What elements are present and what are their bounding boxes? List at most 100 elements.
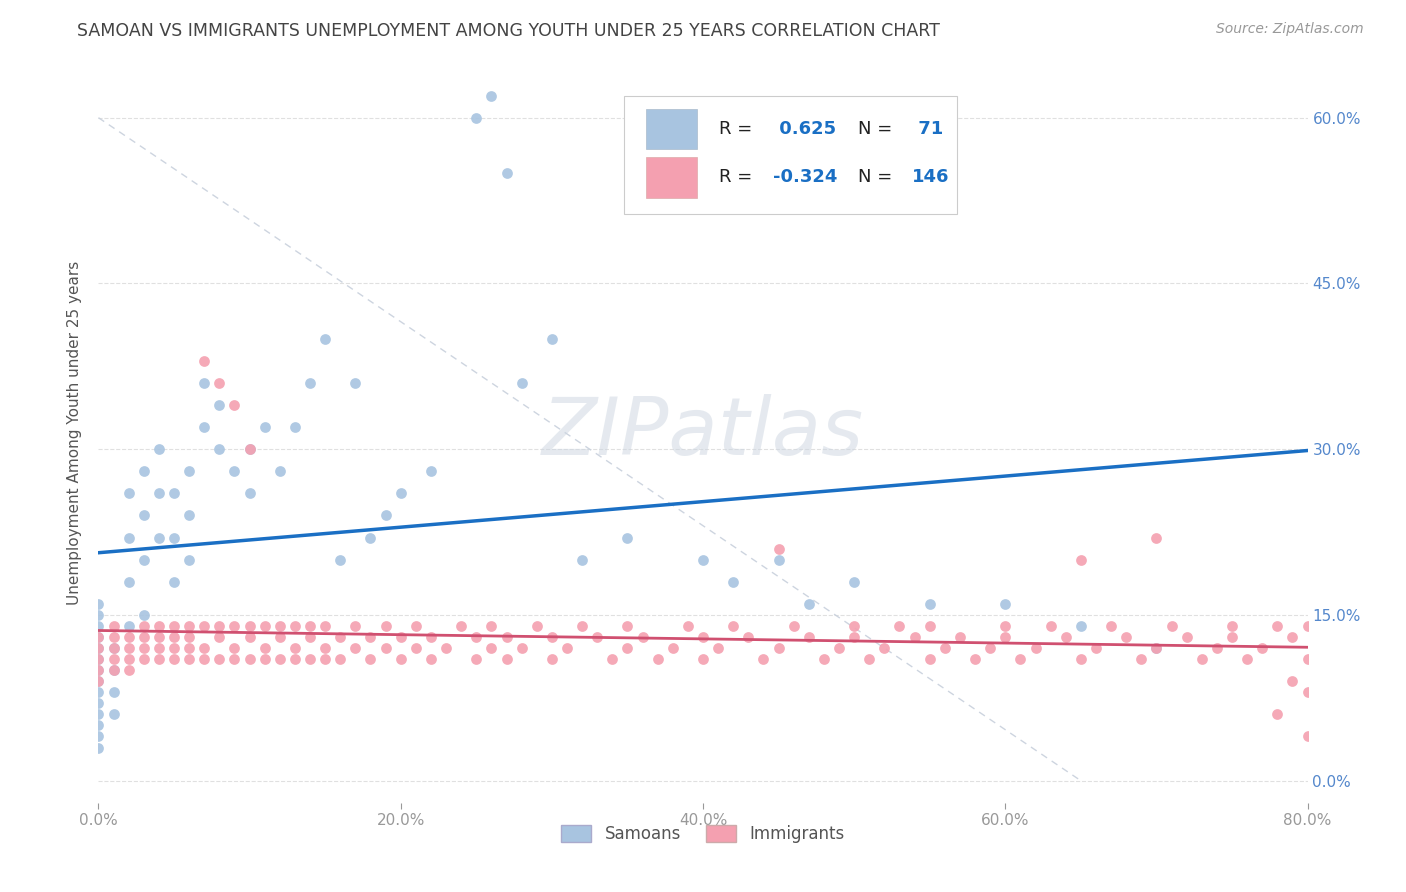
Point <box>1191 652 1213 666</box>
Point <box>103 685 125 699</box>
Point <box>481 641 503 656</box>
Point <box>692 652 714 666</box>
Point <box>269 464 291 478</box>
Point <box>118 486 141 500</box>
Point <box>904 630 927 644</box>
Point <box>132 464 155 478</box>
Point <box>163 641 186 656</box>
Point <box>1267 707 1289 722</box>
Point <box>1296 685 1319 699</box>
Point <box>918 597 941 611</box>
Point <box>344 619 367 633</box>
Point <box>1206 641 1229 656</box>
Point <box>420 630 443 644</box>
Point <box>103 707 125 722</box>
Point <box>450 619 472 633</box>
Point <box>602 652 624 666</box>
Point <box>208 630 231 644</box>
Point <box>87 663 110 677</box>
Point <box>329 630 352 644</box>
Point <box>360 630 382 644</box>
Point <box>253 652 276 666</box>
Point <box>118 619 141 633</box>
Text: R =: R = <box>718 120 758 138</box>
Point <box>873 641 896 656</box>
Text: 146: 146 <box>912 169 949 186</box>
Point <box>179 619 201 633</box>
Point <box>360 652 382 666</box>
Point <box>692 630 714 644</box>
Point <box>994 597 1017 611</box>
Point <box>132 508 155 523</box>
Text: SAMOAN VS IMMIGRANTS UNEMPLOYMENT AMONG YOUTH UNDER 25 YEARS CORRELATION CHART: SAMOAN VS IMMIGRANTS UNEMPLOYMENT AMONG … <box>77 22 941 40</box>
Point <box>148 486 170 500</box>
Point <box>481 619 503 633</box>
Point <box>163 630 186 644</box>
Point <box>1144 531 1167 545</box>
Point <box>239 619 262 633</box>
Point <box>797 597 820 611</box>
Point <box>571 552 593 566</box>
Point <box>284 652 307 666</box>
Point <box>253 641 276 656</box>
Point <box>405 619 427 633</box>
Point <box>1070 619 1092 633</box>
Point <box>647 652 669 666</box>
Point <box>103 652 125 666</box>
Point <box>132 619 155 633</box>
Point <box>752 652 775 666</box>
Point <box>344 376 367 390</box>
Point <box>510 641 533 656</box>
Point <box>208 376 231 390</box>
Point <box>253 420 276 434</box>
Point <box>844 574 866 589</box>
Point <box>87 652 110 666</box>
Point <box>1099 619 1122 633</box>
Point <box>224 652 246 666</box>
Point <box>374 508 396 523</box>
Point <box>132 552 155 566</box>
Point <box>1085 641 1108 656</box>
Point <box>239 486 262 500</box>
Point <box>87 740 110 755</box>
Point <box>269 652 291 666</box>
Point <box>495 630 517 644</box>
Point <box>1130 652 1153 666</box>
Point <box>631 630 654 644</box>
Point <box>481 88 503 103</box>
Point <box>797 630 820 644</box>
Point <box>163 531 186 545</box>
Point <box>1070 552 1092 566</box>
Point <box>405 641 427 656</box>
Point <box>118 630 141 644</box>
Point <box>1296 619 1319 633</box>
Point <box>284 619 307 633</box>
Point <box>586 630 609 644</box>
Point <box>1175 630 1198 644</box>
Point <box>208 442 231 457</box>
Point <box>1010 652 1032 666</box>
Point <box>299 376 322 390</box>
Point <box>148 442 170 457</box>
Point <box>132 630 155 644</box>
Point <box>965 652 987 666</box>
Point <box>314 652 336 666</box>
Point <box>768 552 790 566</box>
Point <box>118 652 141 666</box>
Point <box>132 641 155 656</box>
Point <box>118 663 141 677</box>
Point <box>1054 630 1077 644</box>
Point <box>828 641 851 656</box>
Point <box>1024 641 1046 656</box>
Point <box>103 641 125 656</box>
Point <box>329 652 352 666</box>
Point <box>269 630 291 644</box>
Point <box>208 398 231 412</box>
Point <box>979 641 1001 656</box>
Point <box>540 332 562 346</box>
Text: -0.324: -0.324 <box>773 169 838 186</box>
Point <box>707 641 730 656</box>
Point <box>148 630 170 644</box>
Point <box>179 641 201 656</box>
Point <box>193 376 215 390</box>
